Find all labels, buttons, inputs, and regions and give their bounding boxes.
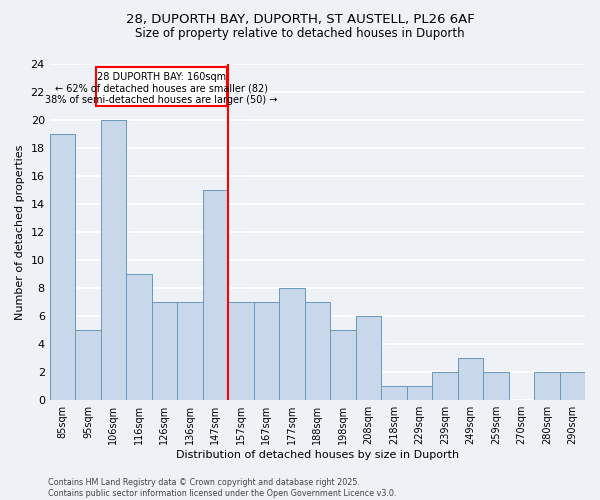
- Text: Size of property relative to detached houses in Duporth: Size of property relative to detached ho…: [135, 28, 465, 40]
- Bar: [305, 302, 330, 400]
- Bar: [483, 372, 509, 400]
- Bar: [126, 274, 152, 400]
- Text: 38% of semi-detached houses are larger (50) →: 38% of semi-detached houses are larger (…: [45, 95, 277, 105]
- Bar: [228, 302, 254, 400]
- Bar: [534, 372, 560, 400]
- Bar: [152, 302, 177, 400]
- Text: 28, DUPORTH BAY, DUPORTH, ST AUSTELL, PL26 6AF: 28, DUPORTH BAY, DUPORTH, ST AUSTELL, PL…: [125, 12, 475, 26]
- Bar: [407, 386, 432, 400]
- Bar: [356, 316, 381, 400]
- X-axis label: Distribution of detached houses by size in Duporth: Distribution of detached houses by size …: [176, 450, 459, 460]
- Bar: [279, 288, 305, 400]
- Bar: [50, 134, 75, 400]
- Bar: [330, 330, 356, 400]
- Bar: [177, 302, 203, 400]
- Bar: [203, 190, 228, 400]
- Bar: [432, 372, 458, 400]
- Bar: [381, 386, 407, 400]
- Text: 28 DUPORTH BAY: 160sqm: 28 DUPORTH BAY: 160sqm: [97, 72, 226, 82]
- Bar: [458, 358, 483, 400]
- Text: ← 62% of detached houses are smaller (82): ← 62% of detached houses are smaller (82…: [55, 84, 268, 94]
- FancyBboxPatch shape: [95, 67, 227, 106]
- Bar: [560, 372, 585, 400]
- Y-axis label: Number of detached properties: Number of detached properties: [15, 144, 25, 320]
- Bar: [101, 120, 126, 400]
- Text: Contains HM Land Registry data © Crown copyright and database right 2025.
Contai: Contains HM Land Registry data © Crown c…: [48, 478, 397, 498]
- Bar: [75, 330, 101, 400]
- Bar: [254, 302, 279, 400]
